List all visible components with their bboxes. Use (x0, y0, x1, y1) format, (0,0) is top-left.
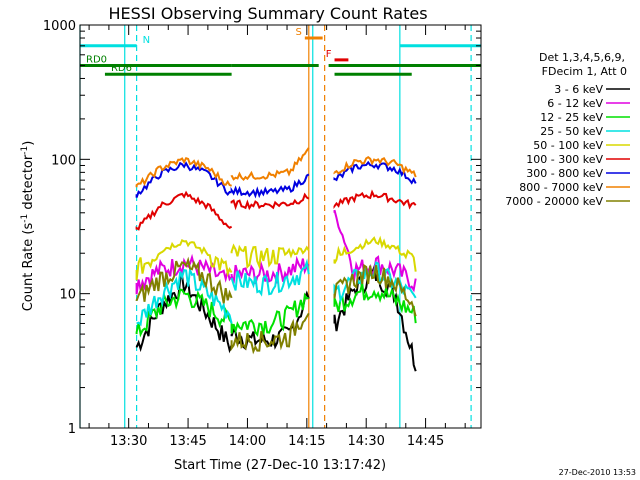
timestamp: 27-Dec-2010 13:53 (559, 468, 636, 477)
legend-header-line-1: Det 1,3,4,5,6,9, (539, 51, 625, 64)
series-5 (135, 189, 417, 231)
legend-label-4: 50 - 100 keV (533, 139, 603, 152)
legend-label-5: 100 - 300 keV (526, 153, 603, 166)
legend: Det 1,3,4,5,6,9, FDecim 1, Att 0 3 - 6 k… (505, 51, 630, 208)
series-6-segment-1 (230, 173, 310, 199)
series-8-segment-2 (333, 263, 417, 317)
plot-area: N S F RD0 RD6 (79, 25, 481, 428)
series-4-segment-1 (230, 243, 310, 270)
legend-header-line-2: FDecim 1, Att 0 (542, 65, 627, 78)
legend-label-3: 25 - 50 keV (540, 125, 603, 138)
y-axis-label-end: ) (21, 141, 36, 146)
series-2-segment-1 (230, 292, 310, 337)
x-tick-label-1: 13:45 (169, 434, 206, 449)
series-1-segment-1 (230, 255, 310, 285)
y-tick-label-0: 1 (68, 422, 76, 437)
series-0-segment-1 (230, 290, 310, 351)
series-6 (135, 160, 417, 199)
series-7 (135, 147, 417, 188)
legend-label-2: 12 - 25 keV (540, 111, 603, 124)
plot-frame (79, 24, 482, 429)
series-4 (135, 235, 417, 281)
flag-label-rd6: RD6 (111, 63, 132, 74)
legend-label-8: 7000 - 20000 keV (505, 195, 603, 208)
y-axis-label-mid: detector (21, 154, 36, 214)
x-tick-label-4: 14:30 (347, 434, 384, 449)
chart-title: HESSI Observing Summary Count Rates (108, 4, 427, 23)
series-7-segment-1 (230, 147, 310, 182)
flag-label-f: F (326, 49, 332, 60)
series-5-segment-1 (230, 192, 310, 211)
series-2-segment-2 (333, 282, 417, 324)
series-8-segment-1 (230, 312, 310, 355)
legend-label-6: 300 - 800 keV (526, 167, 603, 180)
flag-label-n: N (143, 35, 150, 46)
x-axis-label: Start Time (27-Dec-10 13:17:42) (174, 458, 386, 473)
series-6-segment-2 (333, 160, 417, 185)
x-tick-label-3: 14:15 (288, 434, 325, 449)
y-axis-label-main: Count Rate (s (21, 223, 36, 312)
legend-label-1: 6 - 12 keV (547, 97, 603, 110)
series-4-segment-0 (135, 239, 233, 281)
series-6-segment-0 (135, 161, 232, 198)
y-tick-label-1: 10 (59, 288, 76, 303)
series-7-segment-0 (135, 156, 232, 188)
x-tick-label-2: 14:00 (229, 434, 266, 449)
series-8 (135, 256, 417, 355)
series-3-segment-1 (230, 258, 310, 297)
y-tick-label-2: 100 (51, 153, 76, 168)
y-axis-label-exponent-2: -1 (20, 146, 30, 155)
y-axis-label-exponent: -1 (20, 214, 30, 223)
flag-label-rd0: RD0 (86, 54, 107, 65)
series-5-segment-2 (333, 189, 417, 210)
legend-label-7: 800 - 7000 keV (519, 181, 603, 194)
x-tick-label-5: 14:45 (407, 434, 444, 449)
axes: 1 10 100 1000 13:30 13:45 14:00 14:15 14:30 14:45 (43, 19, 481, 449)
series-4-segment-2 (333, 235, 417, 272)
y-axis-label: Count Rate (s-1 detector-1) (20, 141, 36, 312)
series-8-segment-0 (135, 256, 233, 304)
x-tick-label-0: 13:30 (110, 434, 147, 449)
legend-label-0: 3 - 6 keV (554, 83, 603, 96)
series-5-segment-0 (135, 190, 233, 231)
series-7-segment-2 (333, 155, 417, 178)
y-tick-label-3: 1000 (43, 19, 76, 34)
flag-label-s: S (295, 27, 301, 38)
